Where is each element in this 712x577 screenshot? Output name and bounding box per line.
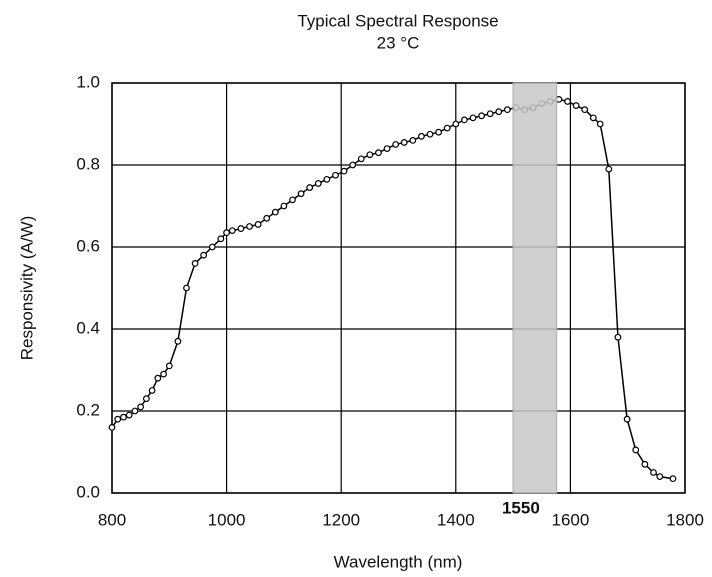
data-point xyxy=(383,145,391,153)
data-point xyxy=(349,161,357,169)
data-point xyxy=(208,243,216,251)
data-point xyxy=(174,337,182,345)
x-tick-label: 1000 xyxy=(208,510,246,529)
y-tick-label: 0.0 xyxy=(76,482,100,501)
data-point xyxy=(452,120,460,128)
data-point xyxy=(357,155,365,163)
chart-title: Typical Spectral Response xyxy=(297,11,498,30)
data-point xyxy=(623,415,631,423)
data-point xyxy=(223,229,231,237)
data-point xyxy=(160,370,167,378)
data-point xyxy=(306,184,314,191)
data-point xyxy=(605,165,613,173)
data-point xyxy=(289,196,296,204)
data-point xyxy=(165,362,173,370)
data-point xyxy=(614,333,622,341)
y-tick-label: 0.2 xyxy=(76,400,100,419)
data-point xyxy=(131,407,139,415)
chart-subtitle: 23 °C xyxy=(377,33,420,52)
data-point xyxy=(426,130,434,138)
x-tick-label: 1400 xyxy=(437,510,475,529)
data-point xyxy=(228,227,236,235)
data-point xyxy=(503,106,511,114)
data-point xyxy=(495,108,503,116)
plot-area xyxy=(111,82,686,494)
data-line xyxy=(111,98,674,480)
data-point xyxy=(314,180,322,187)
data-point xyxy=(148,387,156,394)
data-point xyxy=(332,171,339,179)
y-tick-label: 0.4 xyxy=(76,318,100,337)
data-point xyxy=(392,141,400,148)
data-point xyxy=(469,114,477,122)
data-point xyxy=(435,128,443,136)
data-point xyxy=(656,473,664,481)
data-point xyxy=(217,235,225,243)
data-point xyxy=(200,251,208,259)
data-point xyxy=(596,120,604,128)
data-point xyxy=(237,225,245,232)
x-tick-label: 1800 xyxy=(666,510,704,529)
data-point xyxy=(366,151,374,159)
data-point xyxy=(460,116,468,124)
data-point xyxy=(564,98,571,105)
y-tick-label: 0.8 xyxy=(76,154,100,173)
data-point xyxy=(400,139,408,146)
x-tick-label: 1600 xyxy=(551,510,589,529)
data-point xyxy=(142,395,150,403)
data-point xyxy=(486,110,494,118)
data-point xyxy=(323,175,331,183)
data-point xyxy=(125,411,133,419)
data-point xyxy=(641,460,649,468)
data-point xyxy=(478,112,485,120)
data-point xyxy=(271,208,279,216)
data-point xyxy=(669,475,677,483)
data-point xyxy=(297,190,305,198)
data-point xyxy=(108,424,116,431)
data-point xyxy=(280,202,288,210)
data-point xyxy=(154,374,162,382)
data-point xyxy=(409,136,417,144)
data-point xyxy=(340,167,348,175)
data-point xyxy=(375,149,382,157)
y-axis-label: Responsivity (A/W) xyxy=(17,216,36,361)
data-point xyxy=(581,106,589,114)
data-point xyxy=(572,102,580,109)
highlight-band xyxy=(512,82,558,494)
data-point xyxy=(443,124,451,132)
data-point xyxy=(137,403,145,411)
data-point xyxy=(650,469,657,476)
data-point xyxy=(120,413,127,421)
data-point xyxy=(183,284,190,292)
data-point xyxy=(589,114,597,122)
highlight-label: 1550 xyxy=(502,498,540,517)
data-point xyxy=(632,446,640,454)
data-point xyxy=(263,214,271,222)
y-tick-label: 1.0 xyxy=(76,72,100,91)
x-tick-label: 800 xyxy=(98,510,126,529)
data-point xyxy=(246,223,253,230)
x-tick-label: 1200 xyxy=(322,510,360,529)
data-point xyxy=(191,260,199,267)
x-axis-label: Wavelength (nm) xyxy=(334,552,463,571)
data-point xyxy=(418,132,425,140)
data-point xyxy=(254,221,262,228)
y-tick-label: 0.6 xyxy=(76,236,100,255)
data-point xyxy=(114,415,122,423)
